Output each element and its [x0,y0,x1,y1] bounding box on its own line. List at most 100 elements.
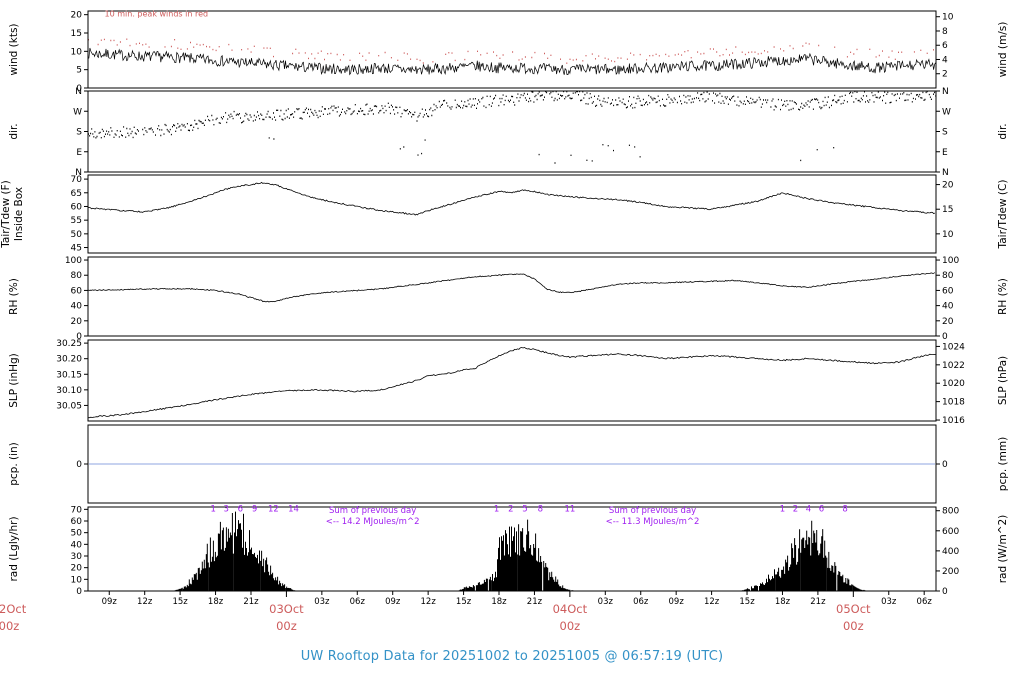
y-tick-label-right: 6 [942,41,948,51]
x-tick-label: 06z [350,597,366,607]
x-date-sublabel: 00z [0,619,19,633]
chart-title: UW Rooftop Data for 20251002 to 20251005… [300,649,724,664]
y-tick-label-left: 20 [71,317,83,327]
axis-label-right-rad: rad (W/m^2) [997,515,1009,584]
y-tick-label-right: 0 [942,332,948,342]
annotation-wind: 10 min. peak winds in red [105,10,209,19]
series-solar-radiation-bars [174,511,866,591]
x-tick-label: 09z [669,597,685,607]
axis-label-right-tair: Tair/Tdew (C) [997,180,1009,250]
series-dir-scatter-low-a [399,139,426,156]
panel-rh-box [87,256,937,337]
x-tick-label: 21z [810,597,826,607]
y-tick-label-left: N [75,168,82,178]
panel-dir-box [87,90,937,173]
x-tick-label: 09z [385,597,401,607]
annotation-rad: 2 [793,505,798,515]
x-tick-label: 21z [243,597,259,607]
x-tick-label: 18z [775,597,791,607]
annotation-rad: 6 [238,505,243,515]
y-tick-label-left: W [73,107,82,117]
y-tick-label-left: 0 [76,587,82,597]
series-wind-speed-trace [87,47,936,76]
x-tick-label: 03z [598,597,614,607]
y-tick-label-right: 600 [942,527,959,537]
y-tick-label-right: 10 [942,13,954,23]
y-tick-label-left: 60 [71,286,83,296]
y-tick-label-left: 40 [71,302,83,312]
y-tick-label-left: 60 [71,202,83,212]
y-tick-label-right: N [942,87,949,97]
y-tick-label-left: 5 [76,66,82,76]
annotation-rad: Sum of previous day [609,506,696,516]
y-tick-label-right: 1024 [942,342,965,352]
y-tick-label-left: 80 [71,271,83,281]
y-tick-label-left: 0 [76,332,82,342]
x-tick-label: 12z [704,597,720,607]
x-date-label: 05Oct [836,602,871,616]
y-tick-label-right: 400 [942,547,959,557]
panel-rad-box [87,506,937,592]
x-tick-label: 06z [917,597,933,607]
axis-label-left-pcp: pcp. (in) [8,442,20,486]
x-date-label: 02Oct [0,602,27,616]
series-dir-scatter-low-c [800,147,835,162]
x-tick-label: 12z [137,597,153,607]
y-tick-label-left: 30.15 [56,370,82,380]
y-tick-label-left: 20 [71,564,83,574]
series-dir-scatter-low-b [538,144,641,164]
y-tick-label-right: 80 [942,271,954,281]
y-tick-label-left: 60 [71,517,83,527]
y-tick-label-left: 30 [71,552,83,562]
annotation-rad: 2 [508,505,513,515]
y-tick-label-left: 10 [71,47,83,57]
y-tick-label-left: 0 [76,460,82,470]
x-tick-label: 15z [739,597,755,607]
x-tick-label: 09z [102,597,118,607]
y-tick-label-right: E [942,148,948,158]
annotation-rad: <-- 11.3 MJoules/m^2 [606,517,700,527]
y-tick-label-left: S [76,128,82,138]
y-tick-label-right: 2 [942,70,948,80]
x-tick-label: 18z [491,597,507,607]
x-tick-label: 03z [314,597,330,607]
axis-label-left-dir: dir. [8,123,20,139]
y-tick-label-right: 15 [942,205,953,215]
y-tick-label-right: 60 [942,286,954,296]
series-wind-direction-scatter [88,90,937,139]
y-tick-label-right: 40 [942,302,954,312]
y-tick-label-left: 70 [71,175,83,185]
panel-slp-box [87,339,937,422]
axis-label-left-rad: rad (Lgly/hr) [8,516,20,581]
y-tick-label-right: N [942,168,949,178]
y-tick-label-left: 30.05 [56,401,82,411]
axis-label-right-wind: wind (m/s) [997,22,1009,78]
annotation-rad: 11 [564,505,575,515]
axis-label-right-rh: RH (%) [997,278,1009,315]
y-tick-label-left: 45 [71,244,82,254]
annotation-rad: <-- 14.2 MJoules/m^2 [326,517,420,527]
annotation-rad: 5 [522,505,527,515]
axis-label-right-pcp: pcp. (mm) [997,437,1009,491]
series-sea-level-pressure-trace [88,346,936,419]
y-tick-label-left: 50 [71,529,83,539]
y-tick-label-left: 0 [76,84,82,94]
y-tick-label-right: S [942,128,948,138]
y-tick-label-right: 4 [942,55,948,65]
axis-label-left-tair: Tair/Tdew (F) [0,180,12,249]
y-tick-label-right: 1020 [942,379,965,389]
x-tick-label: 18z [208,597,224,607]
y-tick-label-right: 20 [942,317,954,327]
y-tick-label-right: 1016 [942,416,965,426]
annotation-rad: Sum of previous day [329,506,416,516]
y-tick-label-right: W [942,107,951,117]
annotation-rad: 9 [252,505,257,515]
axis-label-left-tair: Inside Box [13,187,25,241]
x-date-sublabel: 00z [560,619,581,633]
panel-wind-box [87,10,937,89]
y-tick-label-right: 0 [942,460,948,470]
y-tick-label-left: 55 [71,216,82,226]
y-tick-label-left: 40 [71,540,83,550]
axis-label-left-rh: RH (%) [8,278,20,315]
